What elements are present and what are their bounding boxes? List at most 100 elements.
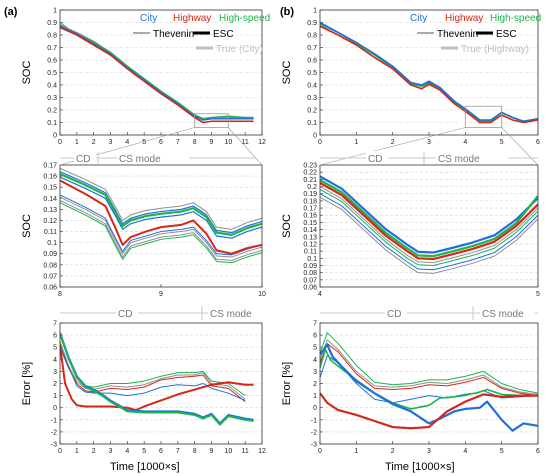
series-group bbox=[320, 175, 538, 274]
x-tick-label: 6 bbox=[159, 448, 163, 455]
mode-annotation-b-zoom: CD CS mode bbox=[320, 151, 538, 165]
x-tick-label: 8 bbox=[193, 448, 197, 455]
x-axis-title-b: Time [1000×s] bbox=[385, 461, 455, 473]
mode-annotation-b-error: CD CS mode bbox=[320, 306, 538, 320]
y-tick-label: 0.7 bbox=[307, 45, 317, 52]
x-tick-label: 0 bbox=[58, 139, 62, 146]
series-line-6 bbox=[60, 333, 254, 426]
series-line-1 bbox=[60, 200, 262, 261]
x-tick-label: 1 bbox=[75, 448, 79, 455]
y-tick-label: 0.15 bbox=[303, 220, 317, 227]
legend-a: City Highway High-speed Thevenin ESC Tru… bbox=[133, 13, 270, 55]
legend-city-label: City bbox=[140, 13, 157, 24]
cd-label: CD bbox=[387, 309, 401, 320]
series-line-2 bbox=[60, 25, 254, 121]
panel-label-a: (a) bbox=[4, 6, 18, 18]
x-tick-label: 9 bbox=[210, 448, 214, 455]
y-tick-label: 0.9 bbox=[307, 20, 317, 27]
x-tick-label: 4 bbox=[318, 291, 322, 298]
y-tick-label: 0.9 bbox=[47, 20, 57, 27]
y-tick-label: -2 bbox=[51, 429, 57, 436]
series-line-0 bbox=[320, 196, 538, 274]
series-line-6 bbox=[320, 181, 538, 261]
chart-b-error: -3 -2 -1 0 1 2 3 4 5 6 7 0 1 2 3 4 5 6 Error [%] bbox=[281, 321, 540, 456]
legend-b: City Highway High-speed Thevenin ESC Tru… bbox=[410, 13, 541, 55]
y-tick-label: 0.14 bbox=[43, 196, 57, 203]
y-tick-label: 0.1 bbox=[47, 120, 57, 127]
series-line-2 bbox=[320, 343, 538, 397]
x-tick-label: 2 bbox=[391, 448, 395, 455]
y-tick-label: 4 bbox=[313, 357, 317, 364]
y-tick-label: 0.6 bbox=[47, 58, 57, 65]
plot-frame bbox=[59, 164, 263, 288]
x-tick-label: 4 bbox=[463, 448, 467, 455]
y-tick-label: 0 bbox=[313, 133, 317, 140]
y-tick-label: 1 bbox=[53, 8, 57, 15]
x-tick-label: 10 bbox=[224, 139, 232, 146]
series-line-3 bbox=[60, 26, 254, 124]
y-tick-label: 5 bbox=[53, 345, 57, 352]
y-tick-label: 0.1 bbox=[47, 240, 57, 247]
cs-mode-label: CS mode bbox=[482, 309, 524, 320]
y-tick-label: 0.11 bbox=[44, 229, 57, 236]
chart-b-soc-zoom: 0.060.070.080.090.10.110.120.130.140.150… bbox=[281, 163, 540, 299]
y-tick-label: 0.16 bbox=[43, 174, 57, 181]
y-tick-label: -3 bbox=[51, 442, 57, 449]
zoom-connector-right bbox=[228, 127, 263, 166]
x-tick-label: 2 bbox=[92, 139, 96, 146]
x-tick-label: 6 bbox=[536, 448, 540, 455]
y-tick-label: 0.6 bbox=[307, 58, 317, 65]
y-tick-label: 0.8 bbox=[307, 33, 317, 40]
y-axis-label: SOC bbox=[281, 214, 293, 238]
y-tick-label: 0.13 bbox=[43, 207, 57, 214]
y-tick-label: 0.07 bbox=[303, 277, 317, 284]
legend-highway-label: Highway bbox=[445, 13, 483, 24]
x-tick-label: 3 bbox=[427, 448, 431, 455]
y-tick-label: 0.1 bbox=[307, 256, 317, 263]
series-group bbox=[60, 22, 254, 124]
cs-mode-label: CS mode bbox=[438, 154, 480, 165]
y-axis-label: Error [%] bbox=[281, 362, 293, 405]
plot-frame bbox=[319, 9, 539, 136]
series-group bbox=[320, 332, 538, 432]
y-tick-label: 7 bbox=[53, 321, 57, 328]
x-tick-label: 2 bbox=[92, 448, 96, 455]
legend-true-label: True (Highway) bbox=[461, 44, 529, 55]
y-tick-label: 4 bbox=[53, 357, 57, 364]
y-tick-label: 0.23 bbox=[303, 163, 317, 170]
x-tick-label: 6 bbox=[159, 139, 163, 146]
series-line-5 bbox=[320, 179, 538, 258]
y-tick-label: 1 bbox=[313, 8, 317, 15]
series-line-3 bbox=[320, 193, 538, 271]
series-line-7 bbox=[60, 176, 262, 239]
legend-highspeed-label: High-speed bbox=[219, 13, 270, 24]
x-tick-label: 5 bbox=[536, 291, 540, 298]
series-line-2 bbox=[60, 194, 262, 256]
series-group bbox=[60, 332, 254, 426]
y-tick-label: 0.2 bbox=[47, 108, 57, 115]
y-tick-label: 0 bbox=[313, 405, 317, 412]
x-tick-label: 3 bbox=[109, 139, 113, 146]
legend-thevenin-label: Thevenin bbox=[153, 29, 194, 40]
y-tick-label: -1 bbox=[51, 417, 57, 424]
mode-annotation-a-zoom: CD CS mode bbox=[60, 151, 256, 165]
legend-esc-label: ESC bbox=[496, 29, 517, 40]
mode-annotation-a-error: CD CS mode bbox=[60, 306, 263, 320]
series-line-0 bbox=[60, 340, 246, 400]
x-tick-label: 5 bbox=[142, 139, 146, 146]
x-tick-label: 2 bbox=[391, 139, 395, 146]
y-tick-label: 5 bbox=[313, 345, 317, 352]
x-tick-label: 3 bbox=[427, 139, 431, 146]
y-tick-label: 2 bbox=[313, 381, 317, 388]
chart-a-soc-zoom: 0.06 0.07 0.08 0.09 0.1 0.11 0.12 0.13 0.14 0.15 0… bbox=[21, 163, 266, 299]
series-line-6 bbox=[320, 392, 538, 430]
cd-label: CD bbox=[118, 309, 132, 320]
y-tick-label: 0.4 bbox=[47, 83, 57, 90]
y-tick-label: 0.22 bbox=[303, 170, 317, 177]
series-line-2 bbox=[320, 188, 538, 266]
cs-mode-label: CS mode bbox=[119, 154, 161, 165]
x-tick-label: 7 bbox=[176, 448, 180, 455]
x-tick-label: 8 bbox=[58, 291, 62, 298]
y-tick-label: 6 bbox=[313, 333, 317, 340]
